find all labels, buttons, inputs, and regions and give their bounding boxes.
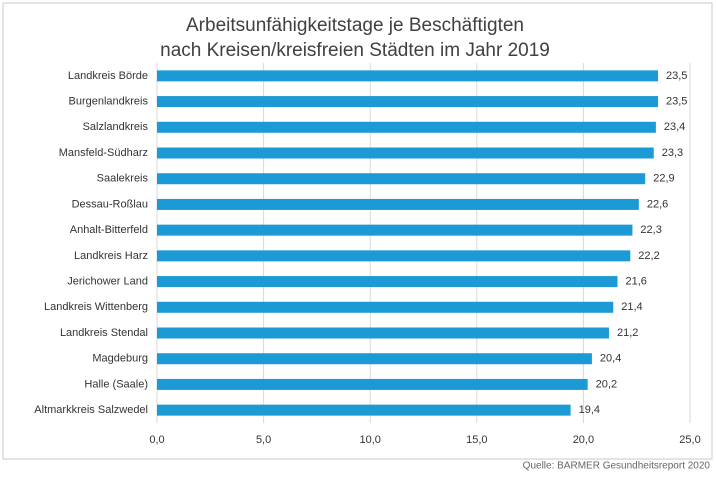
value-label: 22,3	[640, 224, 661, 236]
value-label: 19,4	[579, 404, 600, 416]
y-tick-label: Anhalt-Bitterfeld	[70, 224, 148, 236]
x-tick-label: 15,0	[466, 434, 487, 446]
y-tick-label: Magdeburg	[92, 353, 148, 365]
y-tick-label: Dessau-Roßlau	[72, 198, 148, 210]
y-tick-label: Salzlandkreis	[83, 121, 149, 133]
x-tick-label: 20,0	[573, 434, 594, 446]
bar	[157, 96, 659, 108]
value-label: 23,4	[664, 121, 685, 133]
source-note: Quelle: BARMER Gesundheitsreport 2020	[523, 461, 711, 472]
y-tick-label: Halle (Saale)	[84, 378, 148, 390]
value-label: 23,5	[666, 95, 687, 107]
bar	[157, 198, 639, 210]
chart-title: Arbeitsunfähigkeitstage je Beschäftigten	[186, 15, 524, 36]
chart-subtitle: nach Kreisen/kreisfreien Städten im Jahr…	[160, 40, 550, 61]
value-label: 22,2	[638, 250, 659, 262]
bar	[157, 250, 631, 262]
bar	[157, 353, 592, 365]
y-tick-label: Landkreis Wittenberg	[44, 301, 148, 313]
y-tick-label: Landkreis Börde	[68, 70, 148, 82]
value-label: 20,2	[596, 378, 617, 390]
value-label: 21,6	[626, 275, 647, 287]
x-tick-label: 0,0	[149, 434, 164, 446]
bar	[157, 404, 571, 416]
chart-border	[2, 2, 713, 460]
bar	[157, 224, 633, 236]
value-label: 21,4	[621, 301, 642, 313]
bar	[157, 70, 659, 82]
y-tick-label: Burgenlandkreis	[69, 95, 149, 107]
y-tick-label: Mansfeld-Südharz	[59, 147, 148, 159]
value-label: 20,4	[600, 353, 621, 365]
bar	[157, 327, 609, 339]
y-tick-label: Landkreis Stendal	[60, 327, 148, 339]
y-tick-label: Landkreis Harz	[74, 250, 148, 262]
y-tick-label: Altmarkkreis Salzwedel	[34, 404, 148, 416]
bar	[157, 121, 656, 133]
value-label: 22,9	[653, 173, 674, 185]
bar	[157, 147, 654, 159]
x-tick-label: 5,0	[256, 434, 271, 446]
value-label: 23,3	[662, 147, 683, 159]
value-label: 23,5	[666, 70, 687, 82]
bar	[157, 276, 618, 288]
bar	[157, 173, 646, 185]
value-label: 22,6	[647, 198, 668, 210]
y-tick-label: Saalekreis	[97, 173, 149, 185]
y-tick-label: Jerichower Land	[67, 275, 148, 287]
x-tick-label: 25,0	[679, 434, 700, 446]
bar	[157, 301, 614, 313]
value-label: 21,2	[617, 327, 638, 339]
bar	[157, 378, 588, 390]
x-tick-label: 10,0	[359, 434, 380, 446]
